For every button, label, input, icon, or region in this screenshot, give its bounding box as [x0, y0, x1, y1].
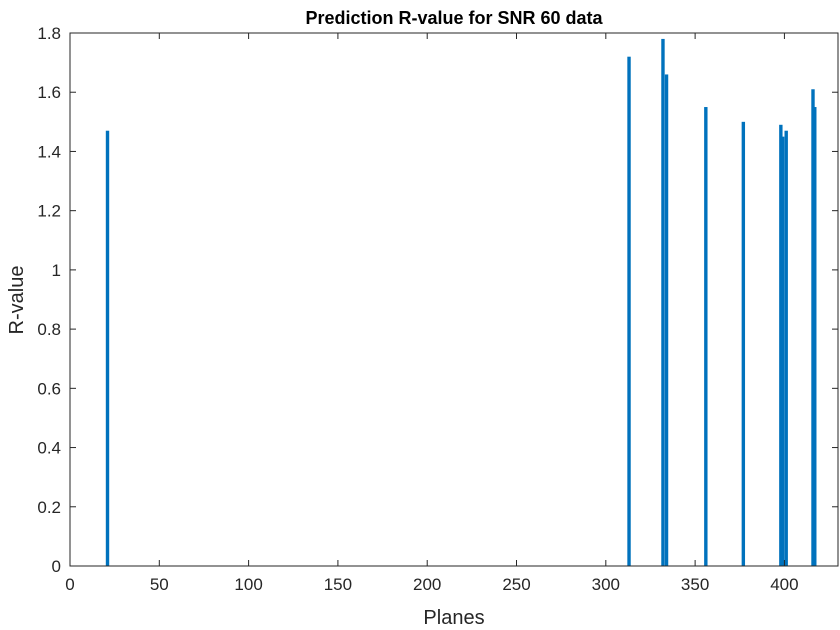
- y-tick-label: 1.8: [37, 24, 61, 43]
- y-tick-label: 1.2: [37, 202, 61, 221]
- axis-ticks-group: 0 50 100 150 200 250 300 350 400 0 0.2 0.4 0.6 0.8 1 1.…: [37, 24, 838, 594]
- x-axis-label: Planes: [423, 607, 484, 629]
- bar-10: [813, 107, 817, 567]
- bar-1: [627, 56, 631, 566]
- plot-area: [70, 33, 838, 566]
- bar-3: [664, 74, 669, 566]
- bar-2: [661, 38, 665, 566]
- x-tick-label: 100: [234, 575, 262, 594]
- bar-5: [741, 121, 746, 566]
- y-tick-label: 0.4: [37, 439, 61, 458]
- x-tick-label: 0: [65, 575, 74, 594]
- bars-group: [105, 38, 817, 567]
- bar-4: [704, 107, 708, 567]
- bar-9: [811, 89, 815, 566]
- bar-7: [780, 136, 785, 566]
- y-tick-label: 1.4: [37, 142, 61, 161]
- y-tick-label: 1: [52, 261, 61, 280]
- x-tick-label: 150: [324, 575, 352, 594]
- x-tick-label: 350: [681, 575, 709, 594]
- y-axis-label: R-value: [6, 266, 28, 335]
- plot-frame: [69, 32, 839, 567]
- y-tick-label: 0.8: [37, 320, 61, 339]
- bar-0: [105, 130, 110, 566]
- y-tick-label: 0.6: [37, 379, 61, 398]
- x-tick-label: 200: [413, 575, 441, 594]
- chart-title: Prediction R-value for SNR 60 data: [305, 8, 603, 28]
- x-tick-label: 400: [770, 575, 798, 594]
- bar-6: [779, 124, 783, 567]
- x-tick-label: 50: [150, 575, 169, 594]
- y-tick-label: 1.6: [37, 83, 61, 102]
- x-tick-label: 300: [592, 575, 620, 594]
- y-tick-label: 0: [52, 557, 61, 576]
- x-tick-label: 250: [502, 575, 530, 594]
- bar-8: [784, 130, 788, 566]
- y-tick-label: 0.2: [37, 498, 61, 517]
